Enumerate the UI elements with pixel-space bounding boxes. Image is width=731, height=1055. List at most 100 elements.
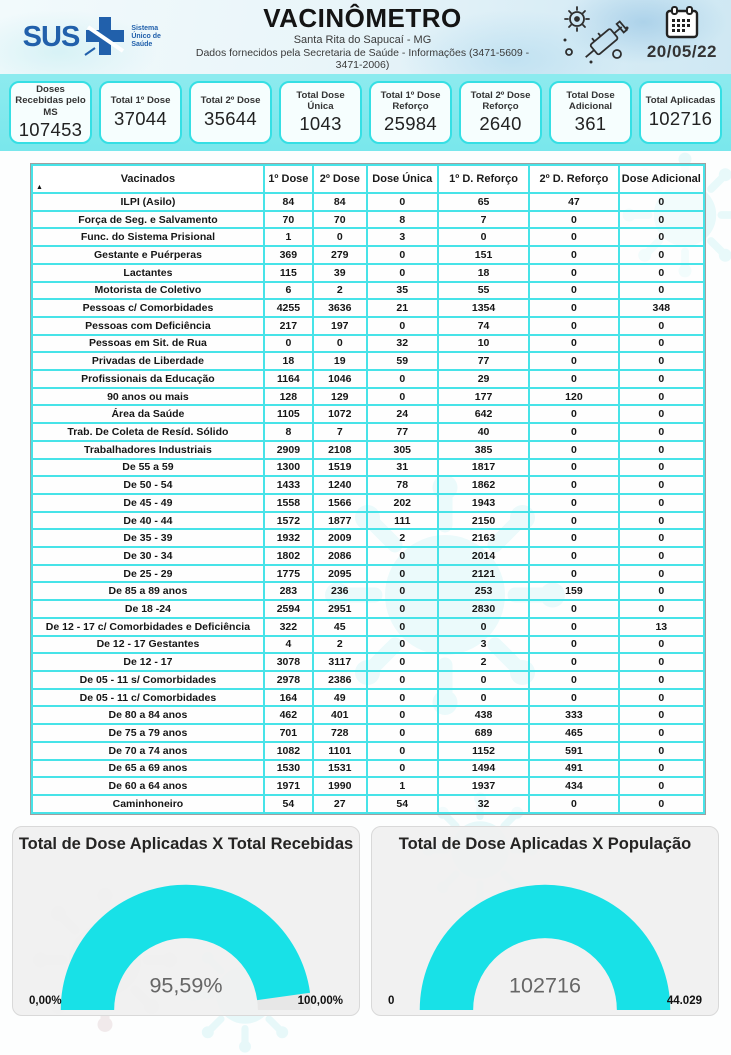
row-label[interactable]: Força de Seg. e Salvamento — [31, 209, 265, 230]
row-value[interactable]: 0 — [528, 793, 620, 815]
row-value[interactable]: 465 — [528, 723, 620, 743]
row-value[interactable]: 0 — [365, 315, 439, 336]
row-label[interactable]: De 12 - 17 c/ Comorbidades e Deficiência — [31, 616, 265, 637]
row-label[interactable]: De 35 - 39 — [31, 528, 265, 549]
row-label[interactable]: De 05 - 11 s/ Comorbidades — [31, 670, 265, 690]
row-value[interactable]: 689 — [436, 723, 531, 743]
row-value[interactable]: 217 — [262, 315, 314, 336]
table-row[interactable]: Lactantes 115 39 0 18 0 0 — [31, 262, 706, 283]
row-value[interactable]: 10 — [436, 333, 531, 354]
row-value[interactable]: 0 — [311, 333, 368, 354]
row-label[interactable]: De 60 a 64 anos — [31, 776, 265, 796]
row-value[interactable]: 0 — [528, 475, 620, 495]
row-value[interactable]: 2386 — [311, 670, 368, 690]
row-value[interactable]: 462 — [262, 705, 314, 726]
row-value[interactable]: 0 — [617, 687, 706, 708]
table-row[interactable]: Área da Saúde 1105 1072 24 642 0 0 — [31, 404, 706, 425]
table-row[interactable]: Força de Seg. e Salvamento 70 70 8 7 0 0 — [31, 209, 706, 230]
row-value[interactable]: 0 — [617, 670, 706, 690]
table-row[interactable]: Pessoas em Sit. de Rua 0 0 32 10 0 0 — [31, 333, 706, 354]
row-value[interactable]: 29 — [436, 369, 531, 389]
row-value[interactable]: 74 — [436, 315, 531, 336]
row-value[interactable]: 1932 — [262, 528, 314, 549]
row-label[interactable]: De 12 - 17 Gestantes — [31, 634, 265, 655]
row-value[interactable]: 1530 — [262, 758, 314, 779]
row-value[interactable]: 0 — [617, 245, 706, 265]
row-value[interactable]: 1046 — [311, 369, 368, 389]
row-value[interactable]: 0 — [617, 634, 706, 655]
row-value[interactable]: 0 — [617, 705, 706, 726]
row-value[interactable]: 21 — [365, 298, 439, 318]
row-value[interactable]: 84 — [262, 192, 314, 212]
table-row[interactable]: De 25 - 29 1775 2095 0 2121 0 0 — [31, 563, 706, 584]
row-value[interactable]: 35 — [365, 280, 439, 301]
row-value[interactable]: 0 — [365, 245, 439, 265]
row-value[interactable]: 1775 — [262, 563, 314, 584]
row-value[interactable]: 1240 — [311, 475, 368, 495]
row-label[interactable]: De 70 a 74 anos — [31, 740, 265, 761]
row-value[interactable]: 0 — [617, 563, 706, 584]
row-value[interactable]: 84 — [311, 192, 368, 212]
row-value[interactable]: 3 — [436, 634, 531, 655]
row-value[interactable]: 0 — [365, 705, 439, 726]
row-value[interactable]: 2095 — [311, 563, 368, 584]
table-row[interactable]: De 40 - 44 1572 1877 111 2150 0 0 — [31, 510, 706, 531]
row-value[interactable]: 65 — [436, 192, 531, 212]
row-value[interactable]: 1152 — [436, 740, 531, 761]
row-value[interactable]: 0 — [528, 687, 620, 708]
row-value[interactable]: 0 — [617, 351, 706, 372]
row-value[interactable]: 0 — [528, 245, 620, 265]
row-value[interactable]: 438 — [436, 705, 531, 726]
row-value[interactable]: 70 — [311, 209, 368, 230]
row-value[interactable]: 701 — [262, 723, 314, 743]
row-value[interactable]: 1566 — [311, 492, 368, 513]
row-value[interactable]: 0 — [365, 687, 439, 708]
row-value[interactable]: 0 — [436, 227, 531, 248]
table-row[interactable]: De 35 - 39 1932 2009 2 2163 0 0 — [31, 528, 706, 549]
row-value[interactable]: 2594 — [262, 599, 314, 619]
row-value[interactable]: 2978 — [262, 670, 314, 690]
row-label[interactable]: Pessoas em Sit. de Rua — [31, 333, 265, 354]
row-value[interactable]: 32 — [436, 793, 531, 815]
row-value[interactable]: 1300 — [262, 457, 314, 478]
table-row[interactable]: Func. do Sistema Prisional 1 0 3 0 0 0 — [31, 227, 706, 248]
row-value[interactable]: 0 — [617, 793, 706, 815]
column-header-vacinados[interactable]: Vacinados ▲ — [31, 164, 265, 194]
row-value[interactable]: 1572 — [262, 510, 314, 531]
row-value[interactable]: 0 — [617, 404, 706, 425]
row-value[interactable]: 333 — [528, 705, 620, 726]
table-row[interactable]: De 30 - 34 1802 2086 0 2014 0 0 — [31, 546, 706, 566]
row-value[interactable]: 0 — [528, 634, 620, 655]
table-row[interactable]: De 45 - 49 1558 1566 202 1943 0 0 — [31, 492, 706, 513]
row-value[interactable]: 0 — [311, 227, 368, 248]
row-value[interactable]: 0 — [528, 369, 620, 389]
row-value[interactable]: 0 — [365, 262, 439, 283]
row-value[interactable]: 19 — [311, 351, 368, 372]
row-label[interactable]: De 25 - 29 — [31, 563, 265, 584]
row-value[interactable]: 0 — [617, 723, 706, 743]
row-value[interactable]: 8 — [365, 209, 439, 230]
row-value[interactable]: 0 — [617, 492, 706, 513]
row-value[interactable]: 1971 — [262, 776, 314, 796]
row-value[interactable]: 70 — [262, 209, 314, 230]
row-value[interactable]: 2163 — [436, 528, 531, 549]
row-value[interactable]: 642 — [436, 404, 531, 425]
row-value[interactable]: 40 — [436, 422, 531, 442]
row-value[interactable]: 0 — [617, 652, 706, 672]
row-value[interactable]: 236 — [311, 581, 368, 602]
row-value[interactable]: 197 — [311, 315, 368, 336]
row-value[interactable]: 1 — [262, 227, 314, 248]
row-value[interactable]: 7 — [436, 209, 531, 230]
row-value[interactable]: 0 — [617, 422, 706, 442]
row-label[interactable]: De 55 a 59 — [31, 457, 265, 478]
row-value[interactable]: 0 — [528, 315, 620, 336]
row-value[interactable]: 151 — [436, 245, 531, 265]
table-row[interactable]: Trab. De Coleta de Resíd. Sólido 8 7 77 40 0 0 — [31, 422, 706, 442]
row-value[interactable]: 0 — [617, 510, 706, 531]
row-label[interactable]: Área da Saúde — [31, 404, 265, 425]
row-value[interactable]: 1877 — [311, 510, 368, 531]
row-value[interactable]: 1802 — [262, 546, 314, 566]
row-value[interactable]: 591 — [528, 740, 620, 761]
table-row[interactable]: De 12 - 17 c/ Comorbidades e Deficiência… — [31, 616, 706, 637]
row-label[interactable]: Pessoas com Deficiência — [31, 315, 265, 336]
